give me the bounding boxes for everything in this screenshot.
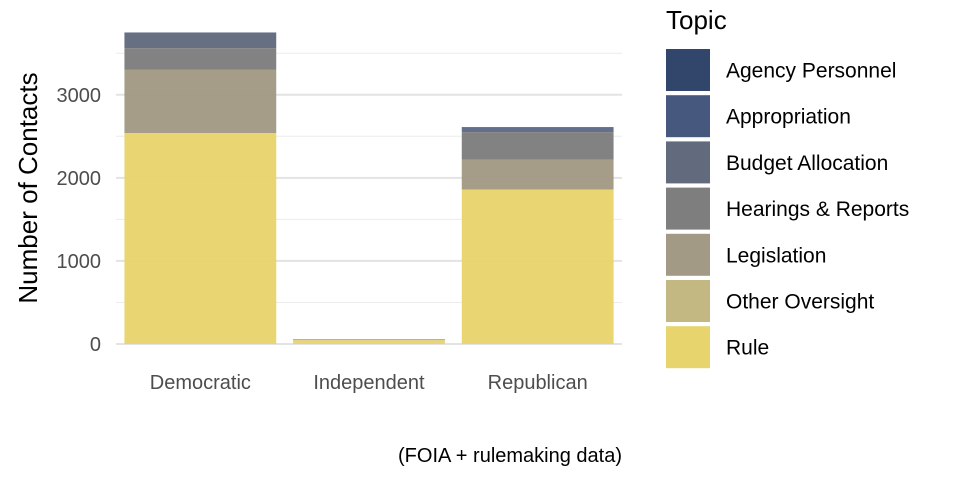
legend-label: Agency Personnel (726, 60, 896, 83)
x-axis-ticks: Democratic Independent Republican (150, 372, 588, 394)
legend-key-other-oversight (666, 280, 710, 322)
y-axis-ticks: 0 1000 2000 3000 (57, 85, 102, 356)
x-tick-label: Independent (313, 372, 425, 394)
legend-label: Hearings & Reports (726, 198, 909, 221)
bar-segment-democratic-hearings-reports (124, 48, 277, 70)
legend-key-legislation (666, 233, 710, 276)
legend-label: Legislation (726, 244, 826, 267)
legend-key-hearings-reports (666, 187, 710, 230)
bar-segment-republican-rule (461, 189, 614, 344)
legend-label: Rule (726, 337, 769, 360)
legend: Agency Personnel Appropriation Budget Allo… (666, 49, 909, 369)
legend-key-agency-personnel (666, 49, 710, 91)
y-tick-label: 2000 (57, 168, 102, 190)
bar-segment-democratic-rule (124, 132, 277, 344)
y-axis-title: Number of Contacts (13, 72, 43, 303)
y-tick-label: 0 (90, 334, 101, 356)
bar-segment-republican-legislation (461, 159, 614, 190)
legend-label: Other Oversight (726, 291, 874, 314)
legend-key-budget-allocation (666, 141, 710, 184)
legend-title: Topic (666, 5, 727, 35)
y-tick-label: 3000 (57, 85, 102, 107)
y-tick-label: 1000 (57, 251, 102, 273)
bar-segment-independent-rule (293, 340, 445, 344)
bar-segment-republican-budget-allocation (461, 128, 614, 133)
bars (124, 32, 614, 344)
x-tick-label: Republican (488, 372, 588, 394)
x-tick-label: Democratic (150, 372, 251, 394)
legend-key-appropriation (666, 95, 710, 138)
bar-segment-republican-appropriation (461, 127, 614, 129)
bar-segment-democratic-legislation (124, 69, 277, 133)
legend-label: Appropriation (726, 106, 851, 129)
legend-key-rule (666, 326, 710, 369)
chart-caption: (FOIA + rulemaking data) (398, 445, 622, 467)
legend-label: Budget Allocation (726, 152, 888, 175)
bar-segment-democratic-budget-allocation (124, 32, 277, 49)
bar-segment-republican-hearings-reports (461, 132, 614, 160)
